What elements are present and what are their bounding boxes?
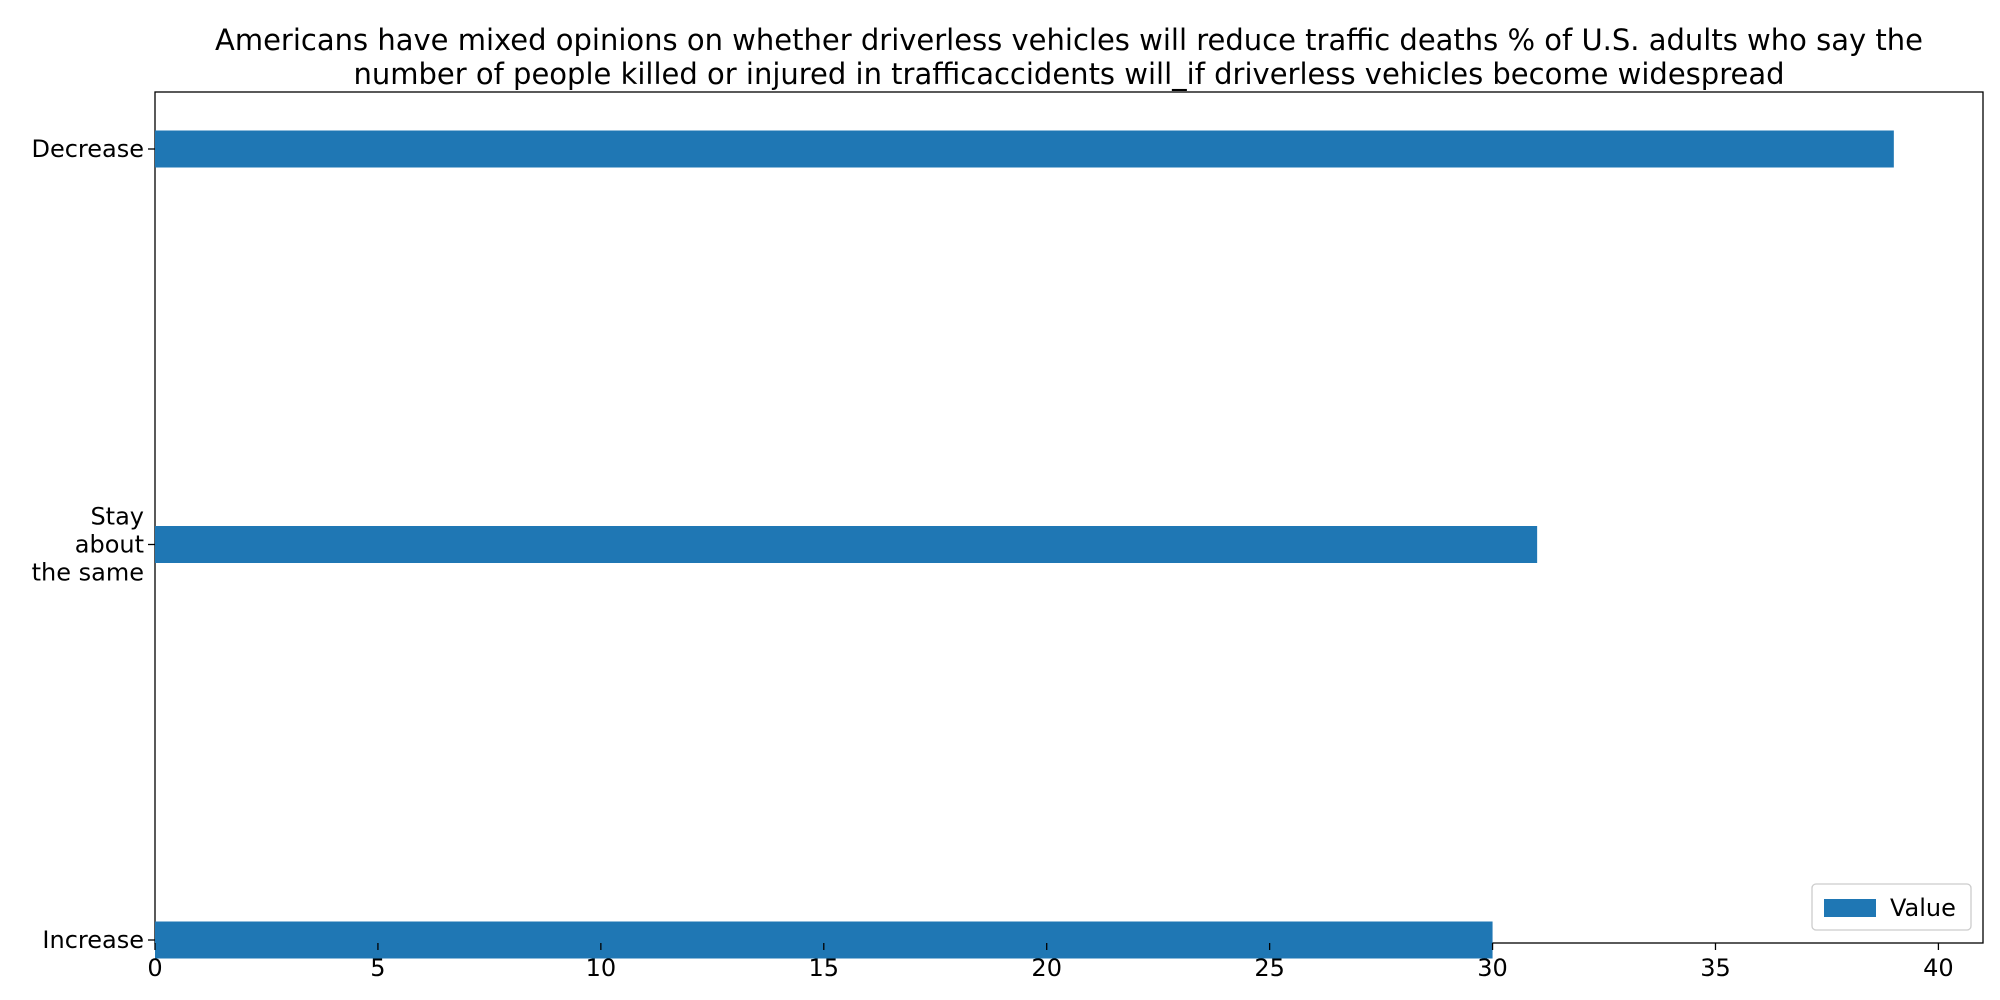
x-tick-label: 10 bbox=[586, 954, 617, 982]
legend-label: Value bbox=[1890, 894, 1956, 922]
legend: Value bbox=[1811, 883, 1972, 931]
y-tick-label: Decrease bbox=[31, 135, 144, 163]
chart-title-line: number of people killed or injured in tr… bbox=[353, 57, 1784, 91]
chart-title-line: Americans have mixed opinions on whether… bbox=[215, 23, 1923, 57]
bar bbox=[155, 130, 1894, 168]
plot-area bbox=[154, 91, 1984, 944]
chart-title: Americans have mixed opinions on whether… bbox=[215, 23, 1923, 91]
x-tick-label: 40 bbox=[1923, 954, 1954, 982]
x-tick-label: 20 bbox=[1031, 954, 1062, 982]
bar bbox=[155, 526, 1538, 563]
x-tick-label: 25 bbox=[1254, 954, 1285, 982]
y-tick-label: the same bbox=[32, 559, 144, 587]
y-tick-label: about bbox=[75, 531, 144, 559]
x-tick-label: 5 bbox=[370, 954, 385, 982]
x-tick-label: 35 bbox=[1700, 954, 1731, 982]
x-axis: 0 5 10 15 20 25 30 35 40 bbox=[147, 943, 1954, 982]
y-tick-label: Stay bbox=[90, 503, 144, 531]
bars bbox=[155, 130, 1894, 959]
x-tick-label: 30 bbox=[1477, 954, 1508, 982]
legend-swatch bbox=[1824, 899, 1876, 917]
x-tick-label: 15 bbox=[809, 954, 840, 982]
y-tick-label: Increase bbox=[42, 926, 144, 954]
legend-box bbox=[1811, 883, 1972, 931]
x-tick-label: 0 bbox=[147, 954, 162, 982]
bar bbox=[155, 921, 1493, 959]
